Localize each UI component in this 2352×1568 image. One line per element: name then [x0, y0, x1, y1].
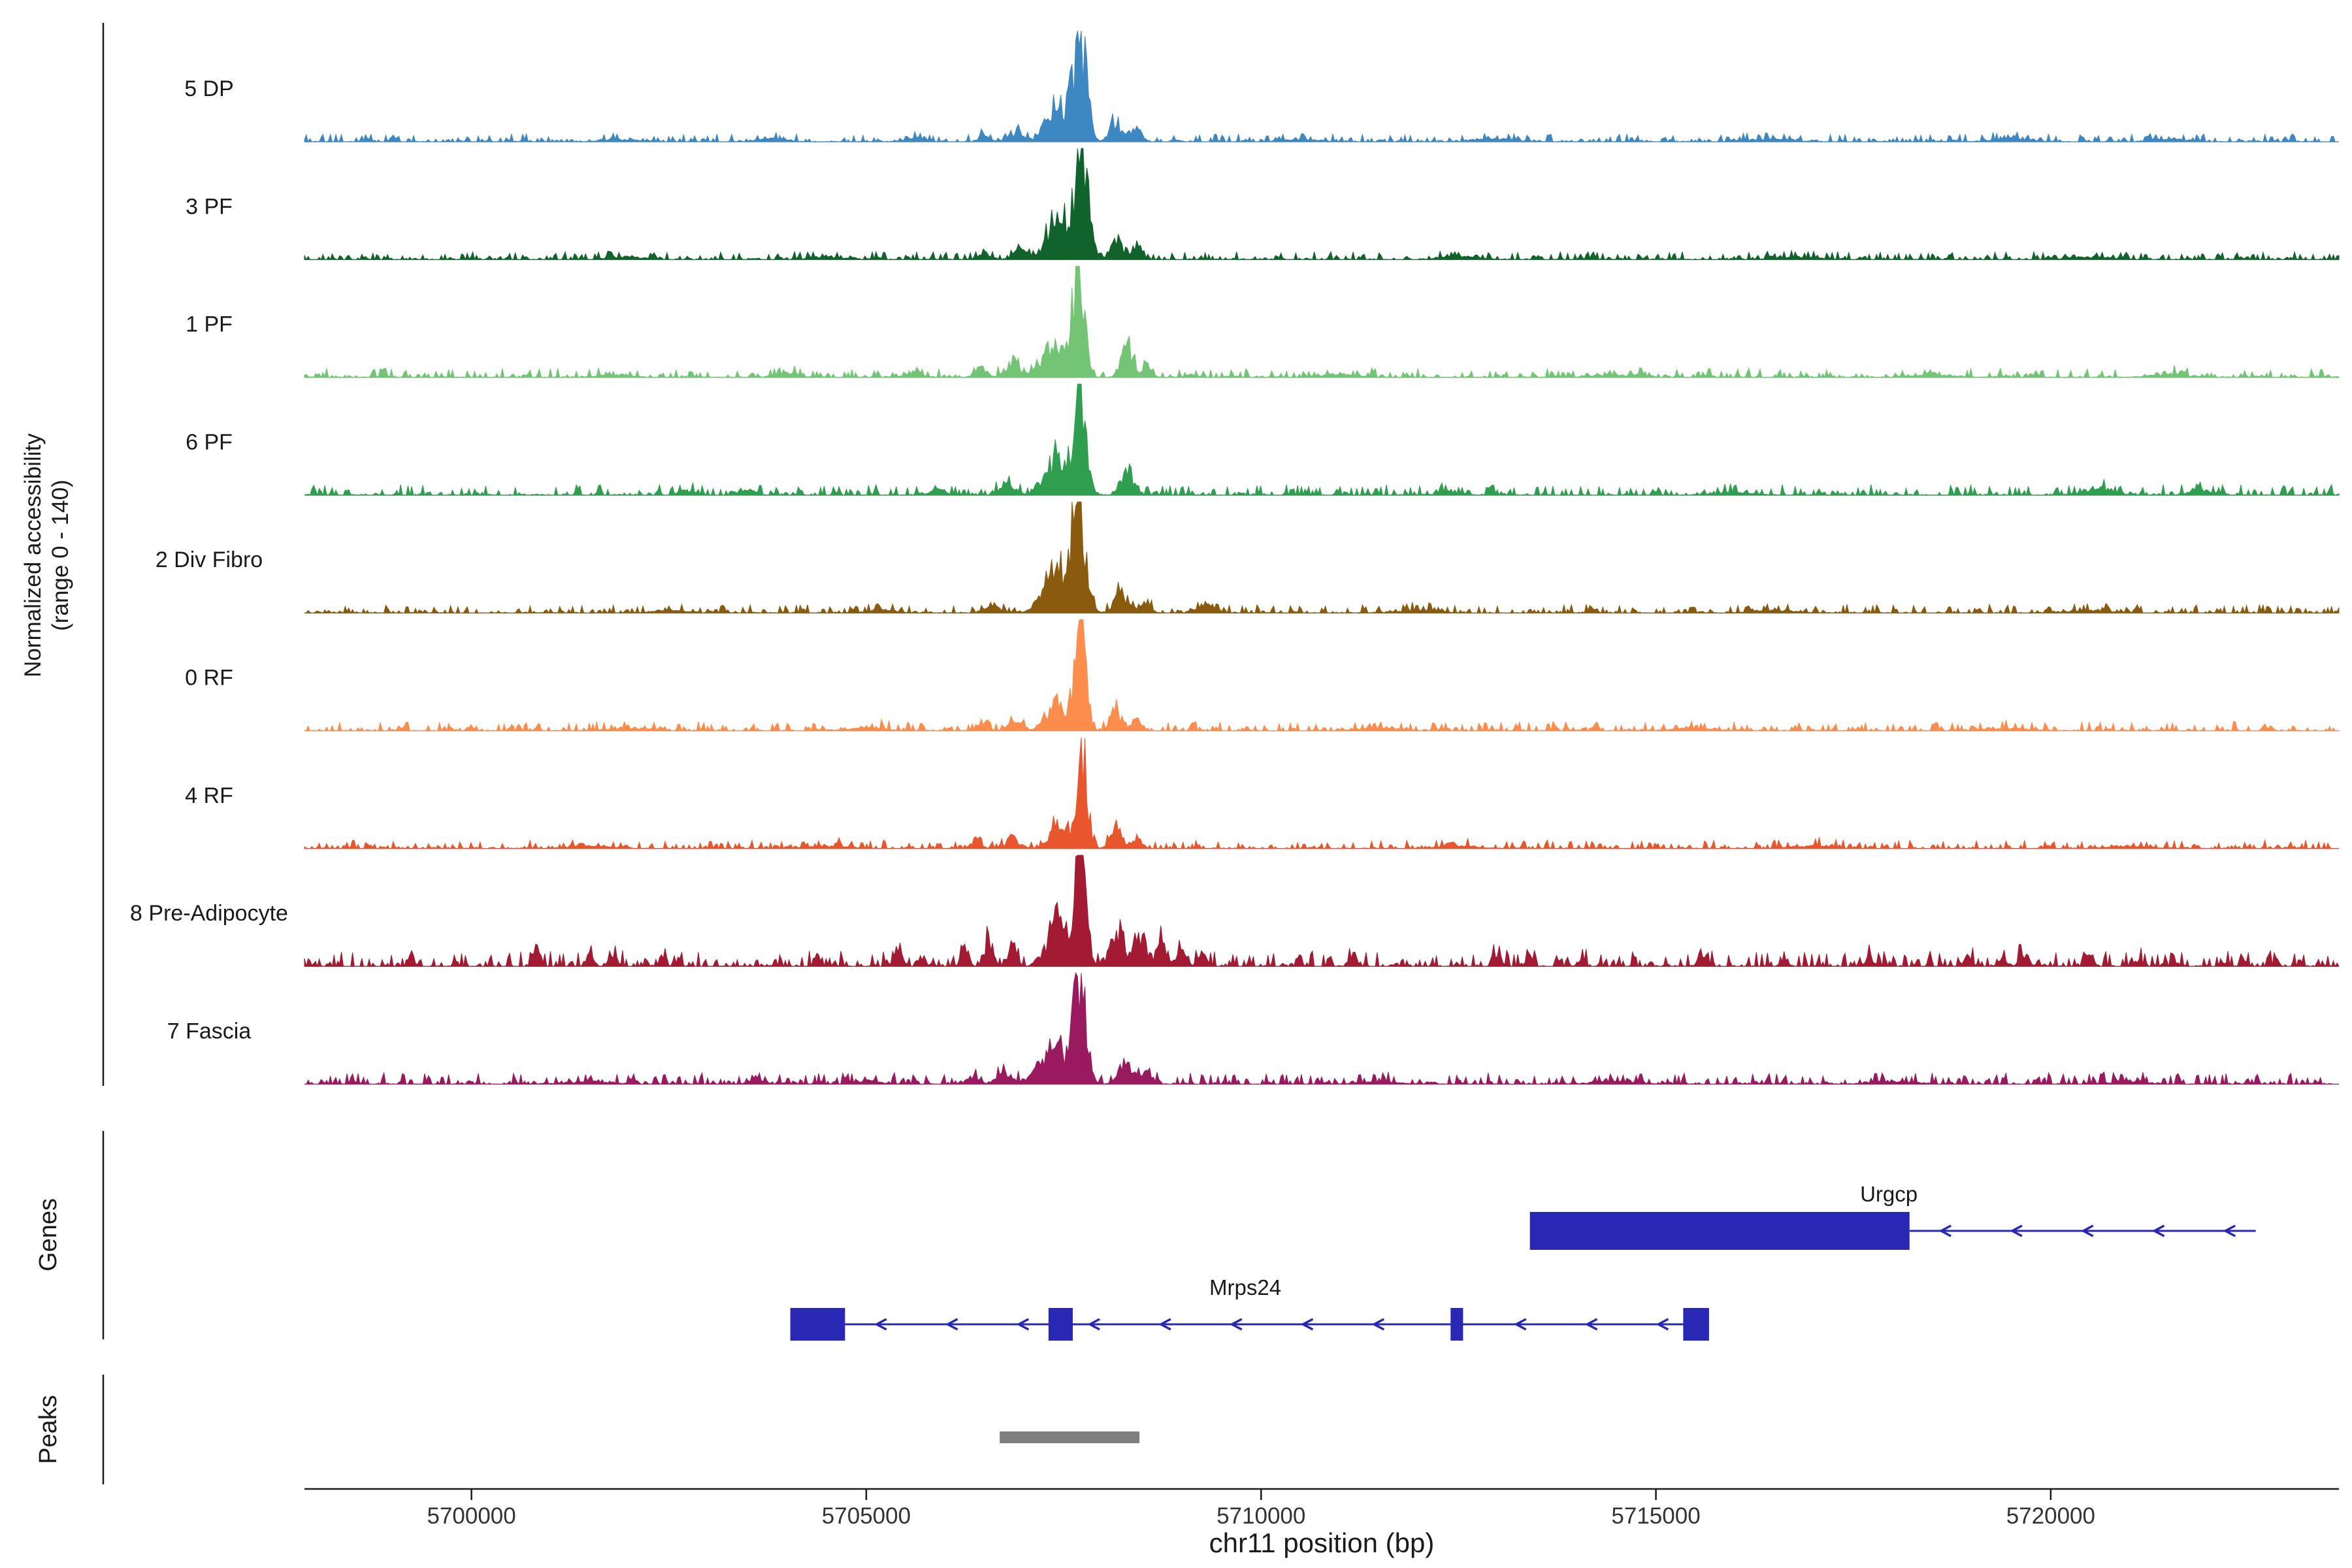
track-label: 7 Fascia: [167, 1019, 252, 1043]
strand-arrow-icon: [1087, 1318, 1100, 1331]
gene-model: Mrps24: [790, 1275, 1709, 1341]
coverage-tracks-layer: 5 DP 3 PF 1 PF 6 PF 2 Div Fibro 0 RF 4 RF 8 Pre…: [130, 30, 2340, 1086]
x-axis-tick-label: 5705000: [822, 1503, 911, 1529]
coverage-signal: [304, 855, 2340, 968]
x-axis-title: chr11 position (bp): [1209, 1527, 1435, 1558]
strand-arrow-icon: [1300, 1318, 1314, 1331]
peaks-layer: [1000, 1431, 1140, 1443]
track-label: 5 DP: [184, 76, 234, 101]
track-label: 3 PF: [186, 194, 233, 219]
peaks-section-label: Peaks: [35, 1395, 62, 1464]
x-axis-tick-label: 5710000: [1217, 1503, 1305, 1529]
strand-arrow-icon: [874, 1318, 887, 1331]
track-label: 4 RF: [185, 783, 233, 808]
coverage-signal: [304, 619, 2340, 732]
coverage-track-row: 2 Div Fibro: [155, 501, 2340, 615]
coverage-track-row: 5 DP: [184, 30, 2339, 143]
peak-bar: [1000, 1431, 1140, 1443]
coverage-signal: [304, 266, 2340, 379]
track-label: 2 Div Fibro: [155, 547, 263, 572]
x-axis-tick-label: 5715000: [1611, 1503, 1700, 1529]
strand-arrow-icon: [2010, 1224, 2023, 1237]
strand-arrow-icon: [2151, 1224, 2165, 1237]
x-axis-tick-label: 5700000: [427, 1503, 515, 1529]
y-axis-title-line1: Normalized accessibility: [20, 433, 46, 678]
track-label: 1 PF: [186, 312, 233, 337]
coverage-signal: [304, 737, 2339, 850]
gene-models-layer: Urgcp Mrps24: [790, 1182, 2256, 1341]
x-axis-ticks-layer: 5700000 5705000 5710000 5715000 5720000: [427, 1489, 2095, 1529]
gene-exon: [1450, 1308, 1463, 1341]
track-label: 6 PF: [186, 430, 233, 455]
coverage-signal: [304, 972, 2339, 1086]
gene-label: Mrps24: [1209, 1275, 1281, 1299]
strand-arrow-icon: [1371, 1318, 1385, 1331]
track-label: 0 RF: [185, 666, 233, 691]
coverage-track-row: 4 RF: [185, 737, 2339, 850]
gene-exon: [1529, 1212, 1910, 1250]
strand-arrow-icon: [2080, 1224, 2094, 1237]
gene-exon: [1048, 1308, 1073, 1341]
genes-section-label: Genes: [35, 1198, 62, 1271]
strand-arrow-icon: [1229, 1318, 1243, 1331]
coverage-track-row: 0 RF: [185, 619, 2340, 732]
coverage-track-row: 6 PF: [186, 384, 2340, 497]
gene-exon: [790, 1308, 845, 1341]
strand-arrow-icon: [945, 1318, 958, 1331]
strand-arrow-icon: [1938, 1224, 1952, 1237]
gene-label: Urgcp: [1860, 1182, 1918, 1206]
coverage-signal: [304, 501, 2340, 615]
strand-arrow-icon: [1514, 1318, 1527, 1331]
coverage-track-row: 3 PF: [186, 148, 2340, 261]
gene-exon: [1683, 1308, 1709, 1341]
coverage-track-row: 7 Fascia: [167, 972, 2339, 1086]
coverage-signal: [304, 384, 2340, 497]
coverage-track-row: 8 Pre-Adipocyte: [130, 855, 2340, 968]
strand-arrow-icon: [1158, 1318, 1171, 1331]
coverage-signal: [304, 30, 2339, 143]
strand-arrow-icon: [2223, 1224, 2236, 1237]
track-label: 8 Pre-Adipocyte: [130, 901, 288, 926]
coverage-signal: [304, 148, 2340, 261]
x-axis-tick-label: 5720000: [2006, 1503, 2095, 1529]
gene-model: Urgcp: [1529, 1182, 2256, 1250]
coverage-track-row: 1 PF: [186, 266, 2340, 379]
y-axis-title-line2: (range 0 - 140): [48, 480, 73, 631]
strand-arrow-icon: [1656, 1318, 1669, 1331]
strand-arrow-icon: [1584, 1318, 1598, 1331]
strand-arrow-icon: [1016, 1318, 1030, 1331]
